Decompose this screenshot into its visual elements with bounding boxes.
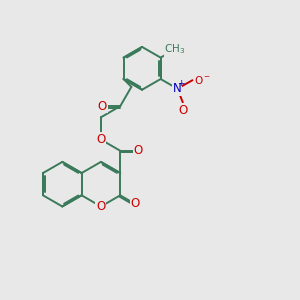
Text: O: O	[178, 103, 187, 116]
Text: O: O	[96, 133, 106, 146]
Text: +: +	[178, 79, 185, 88]
Text: CH$_3$: CH$_3$	[164, 43, 185, 56]
Text: N: N	[173, 82, 182, 95]
Text: O$^-$: O$^-$	[194, 74, 211, 86]
Text: O: O	[96, 200, 106, 213]
Text: O: O	[134, 144, 143, 157]
Text: O: O	[130, 197, 140, 210]
Text: O: O	[98, 100, 107, 113]
